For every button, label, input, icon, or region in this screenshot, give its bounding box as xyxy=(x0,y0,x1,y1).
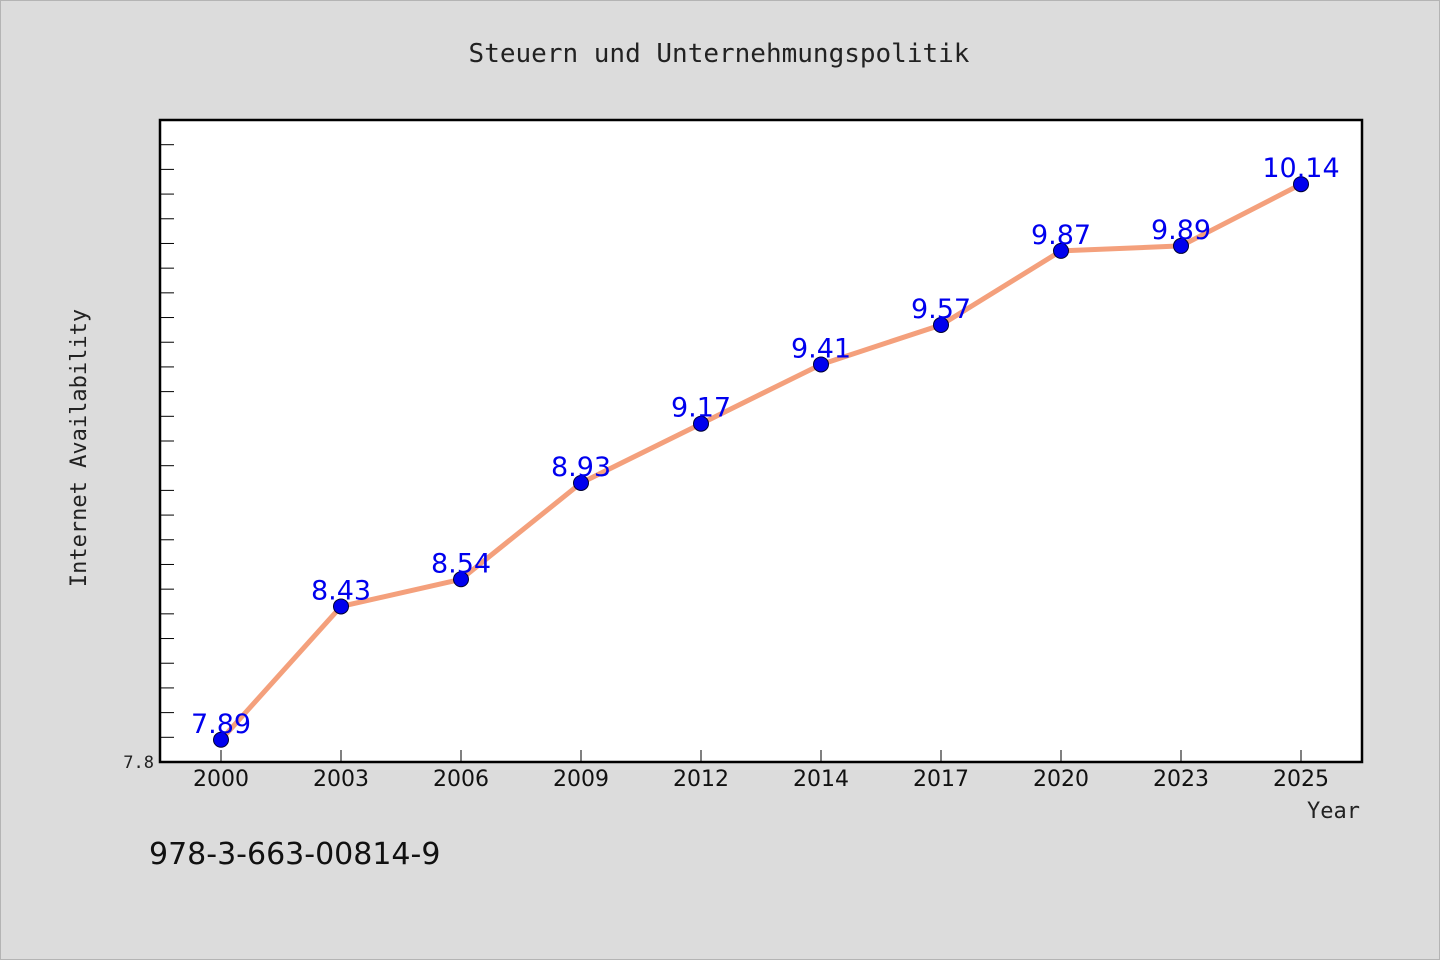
data-label: 8.54 xyxy=(431,548,491,579)
data-label: 8.43 xyxy=(311,575,371,606)
x-tick-label: 2014 xyxy=(793,767,849,792)
data-markers xyxy=(213,176,1309,748)
data-point xyxy=(1053,242,1069,259)
data-point xyxy=(813,356,829,373)
x-tick-label: 2017 xyxy=(913,767,969,792)
data-label: 9.87 xyxy=(1031,220,1091,251)
data-point xyxy=(213,731,229,748)
x-tick-label: 2023 xyxy=(1153,767,1209,792)
plot-area xyxy=(158,118,1364,764)
data-label: 9.57 xyxy=(911,294,971,325)
data-point xyxy=(1173,237,1189,254)
x-tick-label: 2025 xyxy=(1273,767,1329,792)
x-axis-label: Year xyxy=(1307,799,1360,824)
x-axis-ticks xyxy=(220,750,1302,762)
data-point xyxy=(933,316,949,333)
data-label: 7.89 xyxy=(191,709,251,740)
data-point xyxy=(453,571,469,588)
x-tick-label: 2012 xyxy=(673,767,729,792)
y-axis-label: Internet Availability xyxy=(67,309,92,587)
x-tick-label: 2006 xyxy=(433,767,489,792)
data-label: 10.14 xyxy=(1262,153,1339,184)
isbn-label: 978-3-663-00814-9 xyxy=(149,837,440,872)
data-label: 9.17 xyxy=(671,393,731,424)
x-tick-label: 2000 xyxy=(193,767,249,792)
data-point xyxy=(573,474,589,491)
data-labels: 7.89 8.43 8.54 8.93 9.17 9.41 9.57 9.87 9.89 10.1… xyxy=(191,153,1340,740)
data-point xyxy=(333,598,349,615)
data-point xyxy=(1293,176,1309,193)
data-label: 9.41 xyxy=(791,333,851,364)
data-point xyxy=(693,415,709,432)
x-axis-tick-labels: 2000 2003 2006 2009 2012 2014 2017 2020 2023 2025 xyxy=(193,767,1329,792)
y-axis-ticks xyxy=(160,144,174,738)
x-tick-label: 2003 xyxy=(313,767,369,792)
data-label: 8.93 xyxy=(551,452,611,483)
y-axis-min-label: 7.8 xyxy=(123,753,154,773)
chart-title: Steuern und Unternehmungspolitik xyxy=(469,39,970,69)
x-tick-label: 2020 xyxy=(1033,767,1089,792)
x-tick-label: 2009 xyxy=(553,767,609,792)
series-line xyxy=(218,181,1304,743)
data-label: 9.89 xyxy=(1151,215,1211,246)
